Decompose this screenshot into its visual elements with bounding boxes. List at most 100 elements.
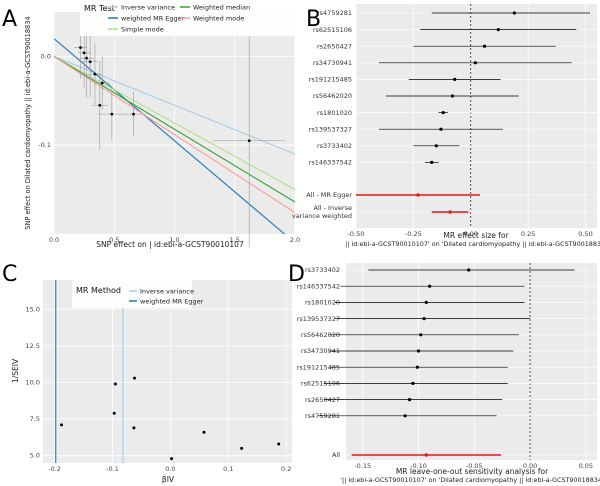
snp-label: rs3733402	[305, 266, 340, 274]
panel-b-rows: rs4759281 rs62515106 rs2650427 rs34730941 rs…	[292, 9, 597, 220]
legend-label-c-inverse-variance: Inverse variance	[140, 288, 194, 296]
funnel-point	[202, 430, 206, 434]
panel-d-plot-area	[346, 263, 597, 460]
snp-row: rs191215485	[297, 363, 597, 371]
panel-d-x-tick-label: -0.10	[410, 462, 427, 470]
snp-label: rs1801020	[317, 109, 352, 117]
snp-label: rs2650427	[317, 42, 352, 50]
summary-estimate-dot	[416, 193, 420, 197]
panel-d-grid	[362, 263, 587, 460]
snp-dot	[79, 46, 82, 49]
snp-dot	[132, 112, 135, 116]
snp-row: rs3733402	[305, 266, 597, 274]
snp-label: rs139537327	[297, 315, 340, 323]
regression-line-simple-mode	[54, 55, 295, 191]
funnel-point	[113, 382, 117, 386]
regression-line-weighted-mr-egger	[54, 38, 286, 234]
panel-c-x-tick-label: -0.2	[48, 465, 61, 473]
snp-row: rs2650427	[317, 42, 597, 50]
snp-label: rs3733402	[317, 142, 352, 150]
snp-estimate-dot	[441, 111, 445, 115]
snp-estimate-dot	[403, 414, 407, 418]
snp-row: rs62515106	[301, 380, 597, 388]
panel-c-plot-area	[43, 280, 292, 463]
panel-d-x-tick-label: -0.15	[354, 462, 371, 470]
snp-estimate-dot	[434, 144, 438, 148]
legend-label-simple-mode: Simple mode	[121, 26, 164, 34]
summary-estimate-dot	[424, 453, 429, 457]
snp-label: rs34730941	[301, 347, 340, 355]
panel-d-rows: rs3733402 rs146337542 rs1801020 rs139537327…	[297, 266, 597, 459]
snp-estimate-dot	[416, 349, 421, 353]
panel-c-x-tick-label: -0.1	[106, 465, 119, 473]
panel-a-letter: A	[2, 7, 17, 32]
snp-point	[94, 56, 110, 110]
snp-point	[213, 34, 286, 248]
snp-estimate-dot	[424, 300, 428, 304]
snp-row: rs146337542	[309, 159, 597, 167]
panel-b-x-tick-label: -0.50	[348, 230, 365, 238]
regression-line-weighted-median	[54, 55, 295, 203]
panel-a-legend-title: MR Test	[84, 4, 115, 13]
summary-label: All	[332, 451, 340, 459]
snp-row: rs139537327	[309, 125, 597, 133]
snp-estimate-dot	[428, 284, 432, 288]
snp-label: rs139537327	[309, 125, 352, 133]
snp-label: rs56462020	[313, 92, 352, 100]
legend-item-weighted-median: Weighted median	[180, 4, 250, 12]
snp-estimate-dot	[439, 127, 443, 131]
legend-label-weighted-mode: Weighted mode	[193, 15, 244, 23]
snp-label: rs4759281	[317, 9, 352, 17]
summary-label-line1: All - Inverse	[314, 204, 352, 212]
panel-b-grid	[355, 4, 586, 228]
panel-a-x-tick-label: 0.5	[109, 236, 119, 244]
snp-row: rs34730941	[313, 59, 597, 67]
panel-c-y-tick-label: 5.0	[30, 452, 40, 460]
panel-a-x-tick-label: 2.0	[290, 236, 300, 244]
summary-label-line2: variance weighted	[292, 212, 352, 220]
legend-item-c-weighted-mr-egger: weighted MR Egger	[129, 298, 204, 306]
snp-estimate-dot	[407, 398, 412, 402]
summary-row: All	[332, 451, 597, 459]
panel-a-ylabel: SNP effect on Dilated cardiomyopathy || …	[24, 16, 32, 229]
funnel-point	[60, 423, 64, 427]
snp-label: rs1801020	[305, 299, 340, 307]
funnel-point	[112, 411, 116, 415]
panel-b-x-tick-label: -0.25	[405, 230, 422, 238]
panel-c-vertical-lines	[55, 280, 124, 463]
panel-b: B rs4759281 rs62515106 rs2650427 rs34730941…	[292, 4, 600, 248]
snp-dot	[82, 51, 86, 55]
snp-estimate-dot	[415, 365, 419, 369]
panel-d-x-tick-label: -0.05	[466, 462, 483, 470]
snp-estimate-dot	[422, 317, 426, 321]
snp-label: rs34730941	[313, 59, 352, 67]
funnel-point	[132, 376, 136, 380]
snp-label: rs56462020	[301, 331, 340, 339]
legend-item-c-inverse-variance: Inverse variance	[129, 288, 194, 296]
panel-c-x-tick-label: 0.1	[223, 465, 233, 473]
snp-row: rs1801020	[317, 109, 597, 117]
panel-c-y-tick-label: 7.5	[30, 415, 40, 423]
snp-label: rs62515106	[313, 26, 352, 34]
panel-b-x-tick-label: 0.00	[464, 230, 478, 238]
panel-a-xlabel: SNP effect on | id:ebi-a-GCST90010107	[96, 240, 244, 249]
panel-c-ylabel: 1/SEIV	[11, 358, 20, 383]
snp-row: rs62515106	[313, 26, 597, 34]
snp-row: rs4759281	[305, 412, 597, 420]
panel-a-y-tick-label: 0.0	[41, 52, 51, 60]
snp-dot	[88, 60, 92, 64]
panel-d-ticks: -0.15 -0.10 -0.05 0.00 0.05	[354, 462, 593, 470]
snp-estimate-dot	[512, 11, 516, 15]
snp-row: rs4759281	[317, 9, 597, 17]
panel-b-plot-area	[356, 4, 597, 228]
panel-b-letter: B	[306, 7, 321, 32]
panel-b-xlabel-line1: MR effect size for	[443, 231, 509, 240]
legend-item-inverse-variance: Inverse variance	[108, 4, 175, 12]
regression-line-weighted-mode	[54, 55, 295, 214]
panel-a-x-tick-label: 1.0	[169, 236, 179, 244]
snp-label: rs191215485	[297, 363, 340, 371]
panel-a-ticks: 0.0 0.5 1.0 1.5 2.0 0.0 -0.1	[38, 52, 300, 244]
snp-dot	[85, 56, 88, 60]
snp-row: rs56462020	[313, 92, 597, 100]
panel-b-ticks: -0.50 -0.25 0.00 0.25 0.50	[348, 230, 593, 238]
